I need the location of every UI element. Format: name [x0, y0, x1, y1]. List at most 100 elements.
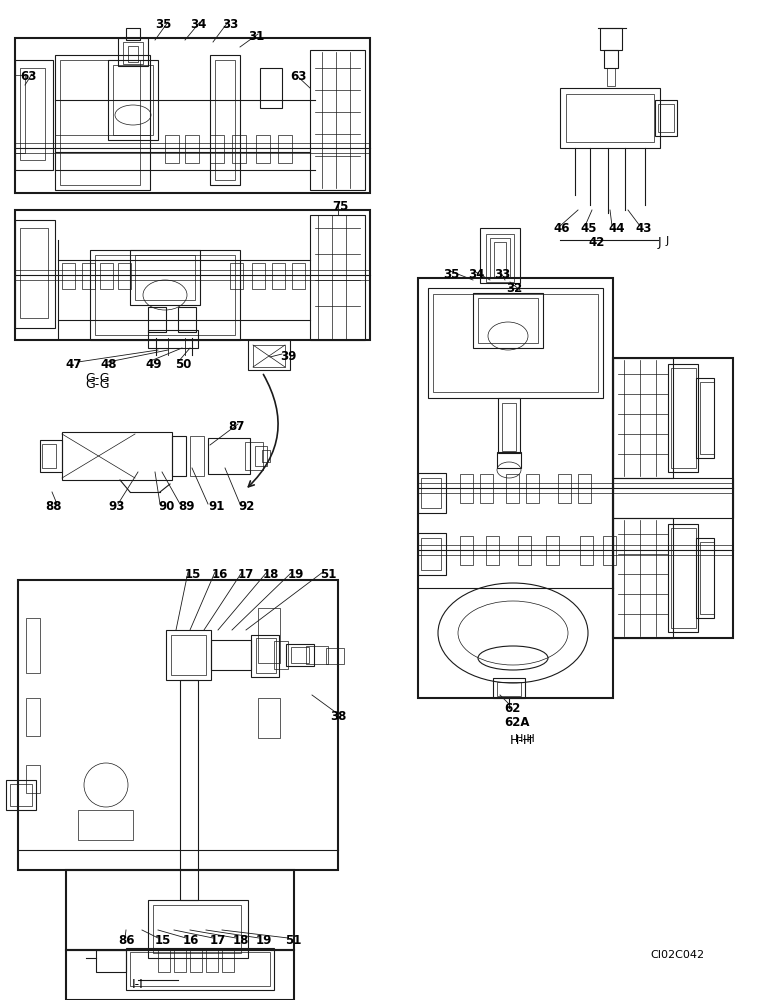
- Bar: [262, 450, 270, 462]
- Bar: [10, 784, 32, 806]
- Text: 75: 75: [332, 200, 348, 213]
- Bar: [20, 228, 48, 318]
- Bar: [255, 446, 267, 466]
- Bar: [421, 478, 441, 508]
- Text: 51: 51: [285, 934, 302, 947]
- Text: 62A: 62A: [504, 716, 530, 729]
- Text: 33: 33: [494, 268, 510, 281]
- Bar: [95, 255, 235, 335]
- Bar: [166, 630, 211, 680]
- Bar: [558, 474, 571, 503]
- Text: 39: 39: [280, 350, 296, 363]
- Bar: [291, 647, 309, 663]
- Text: 47: 47: [65, 358, 81, 371]
- Text: CI02C042: CI02C042: [650, 950, 704, 960]
- Bar: [546, 536, 559, 565]
- Bar: [148, 307, 166, 332]
- Bar: [613, 358, 733, 638]
- Bar: [206, 950, 218, 972]
- Bar: [130, 952, 270, 986]
- Text: 18: 18: [263, 568, 280, 581]
- Bar: [230, 263, 243, 289]
- Bar: [78, 810, 133, 840]
- Bar: [135, 255, 195, 300]
- Bar: [128, 46, 138, 62]
- Text: 32: 32: [506, 282, 522, 295]
- Text: G-G: G-G: [85, 378, 109, 391]
- Text: 31: 31: [248, 30, 264, 43]
- Bar: [42, 444, 56, 468]
- Text: 19: 19: [288, 568, 304, 581]
- Bar: [493, 678, 525, 698]
- Text: 46: 46: [553, 222, 569, 235]
- Bar: [655, 100, 677, 136]
- Text: 38: 38: [330, 710, 347, 723]
- Bar: [580, 536, 593, 565]
- Bar: [15, 38, 370, 193]
- Text: 50: 50: [175, 358, 192, 371]
- Bar: [248, 340, 290, 370]
- Bar: [603, 536, 616, 565]
- Bar: [418, 473, 446, 513]
- Text: 93: 93: [108, 500, 125, 513]
- Text: 44: 44: [608, 222, 625, 235]
- Bar: [292, 263, 305, 289]
- Bar: [256, 638, 276, 673]
- Bar: [700, 542, 714, 614]
- Bar: [215, 60, 235, 180]
- Bar: [18, 580, 338, 870]
- Bar: [696, 378, 714, 458]
- Bar: [607, 68, 615, 86]
- Bar: [272, 263, 285, 289]
- Bar: [126, 948, 274, 990]
- Bar: [418, 533, 446, 575]
- Bar: [604, 50, 618, 68]
- Bar: [130, 250, 200, 305]
- Text: J: J: [666, 236, 670, 246]
- Bar: [428, 288, 603, 398]
- Bar: [671, 528, 696, 628]
- Bar: [15, 210, 370, 340]
- Bar: [260, 68, 282, 108]
- Bar: [171, 635, 206, 675]
- Bar: [433, 294, 598, 392]
- Bar: [286, 644, 314, 666]
- Text: 15: 15: [185, 568, 201, 581]
- Text: 90: 90: [158, 500, 174, 513]
- Bar: [274, 641, 288, 669]
- Text: 51: 51: [320, 568, 337, 581]
- Bar: [668, 524, 698, 632]
- Bar: [26, 698, 40, 736]
- Text: 35: 35: [443, 268, 459, 281]
- Bar: [232, 135, 246, 163]
- Bar: [480, 474, 493, 503]
- Text: 63: 63: [290, 70, 306, 83]
- Text: 33: 33: [222, 18, 238, 31]
- Bar: [208, 438, 250, 474]
- Bar: [560, 88, 660, 148]
- Bar: [222, 950, 234, 972]
- Bar: [174, 950, 186, 972]
- Bar: [108, 60, 158, 140]
- Bar: [40, 440, 62, 472]
- Bar: [126, 28, 140, 40]
- Text: 63: 63: [20, 70, 36, 83]
- Bar: [165, 135, 179, 163]
- Text: 19: 19: [256, 934, 272, 947]
- Bar: [26, 618, 40, 673]
- Bar: [497, 682, 521, 696]
- Bar: [306, 646, 328, 664]
- Bar: [172, 436, 186, 476]
- Bar: [498, 398, 520, 453]
- Bar: [148, 900, 248, 958]
- Text: 91: 91: [208, 500, 224, 513]
- Text: 45: 45: [580, 222, 597, 235]
- Text: 62: 62: [504, 702, 521, 715]
- Bar: [148, 330, 198, 348]
- Text: 15: 15: [155, 934, 171, 947]
- Bar: [696, 538, 714, 618]
- Text: 42: 42: [588, 236, 604, 249]
- Text: H-H: H-H: [515, 734, 536, 744]
- Text: 88: 88: [45, 500, 62, 513]
- Text: 49: 49: [145, 358, 161, 371]
